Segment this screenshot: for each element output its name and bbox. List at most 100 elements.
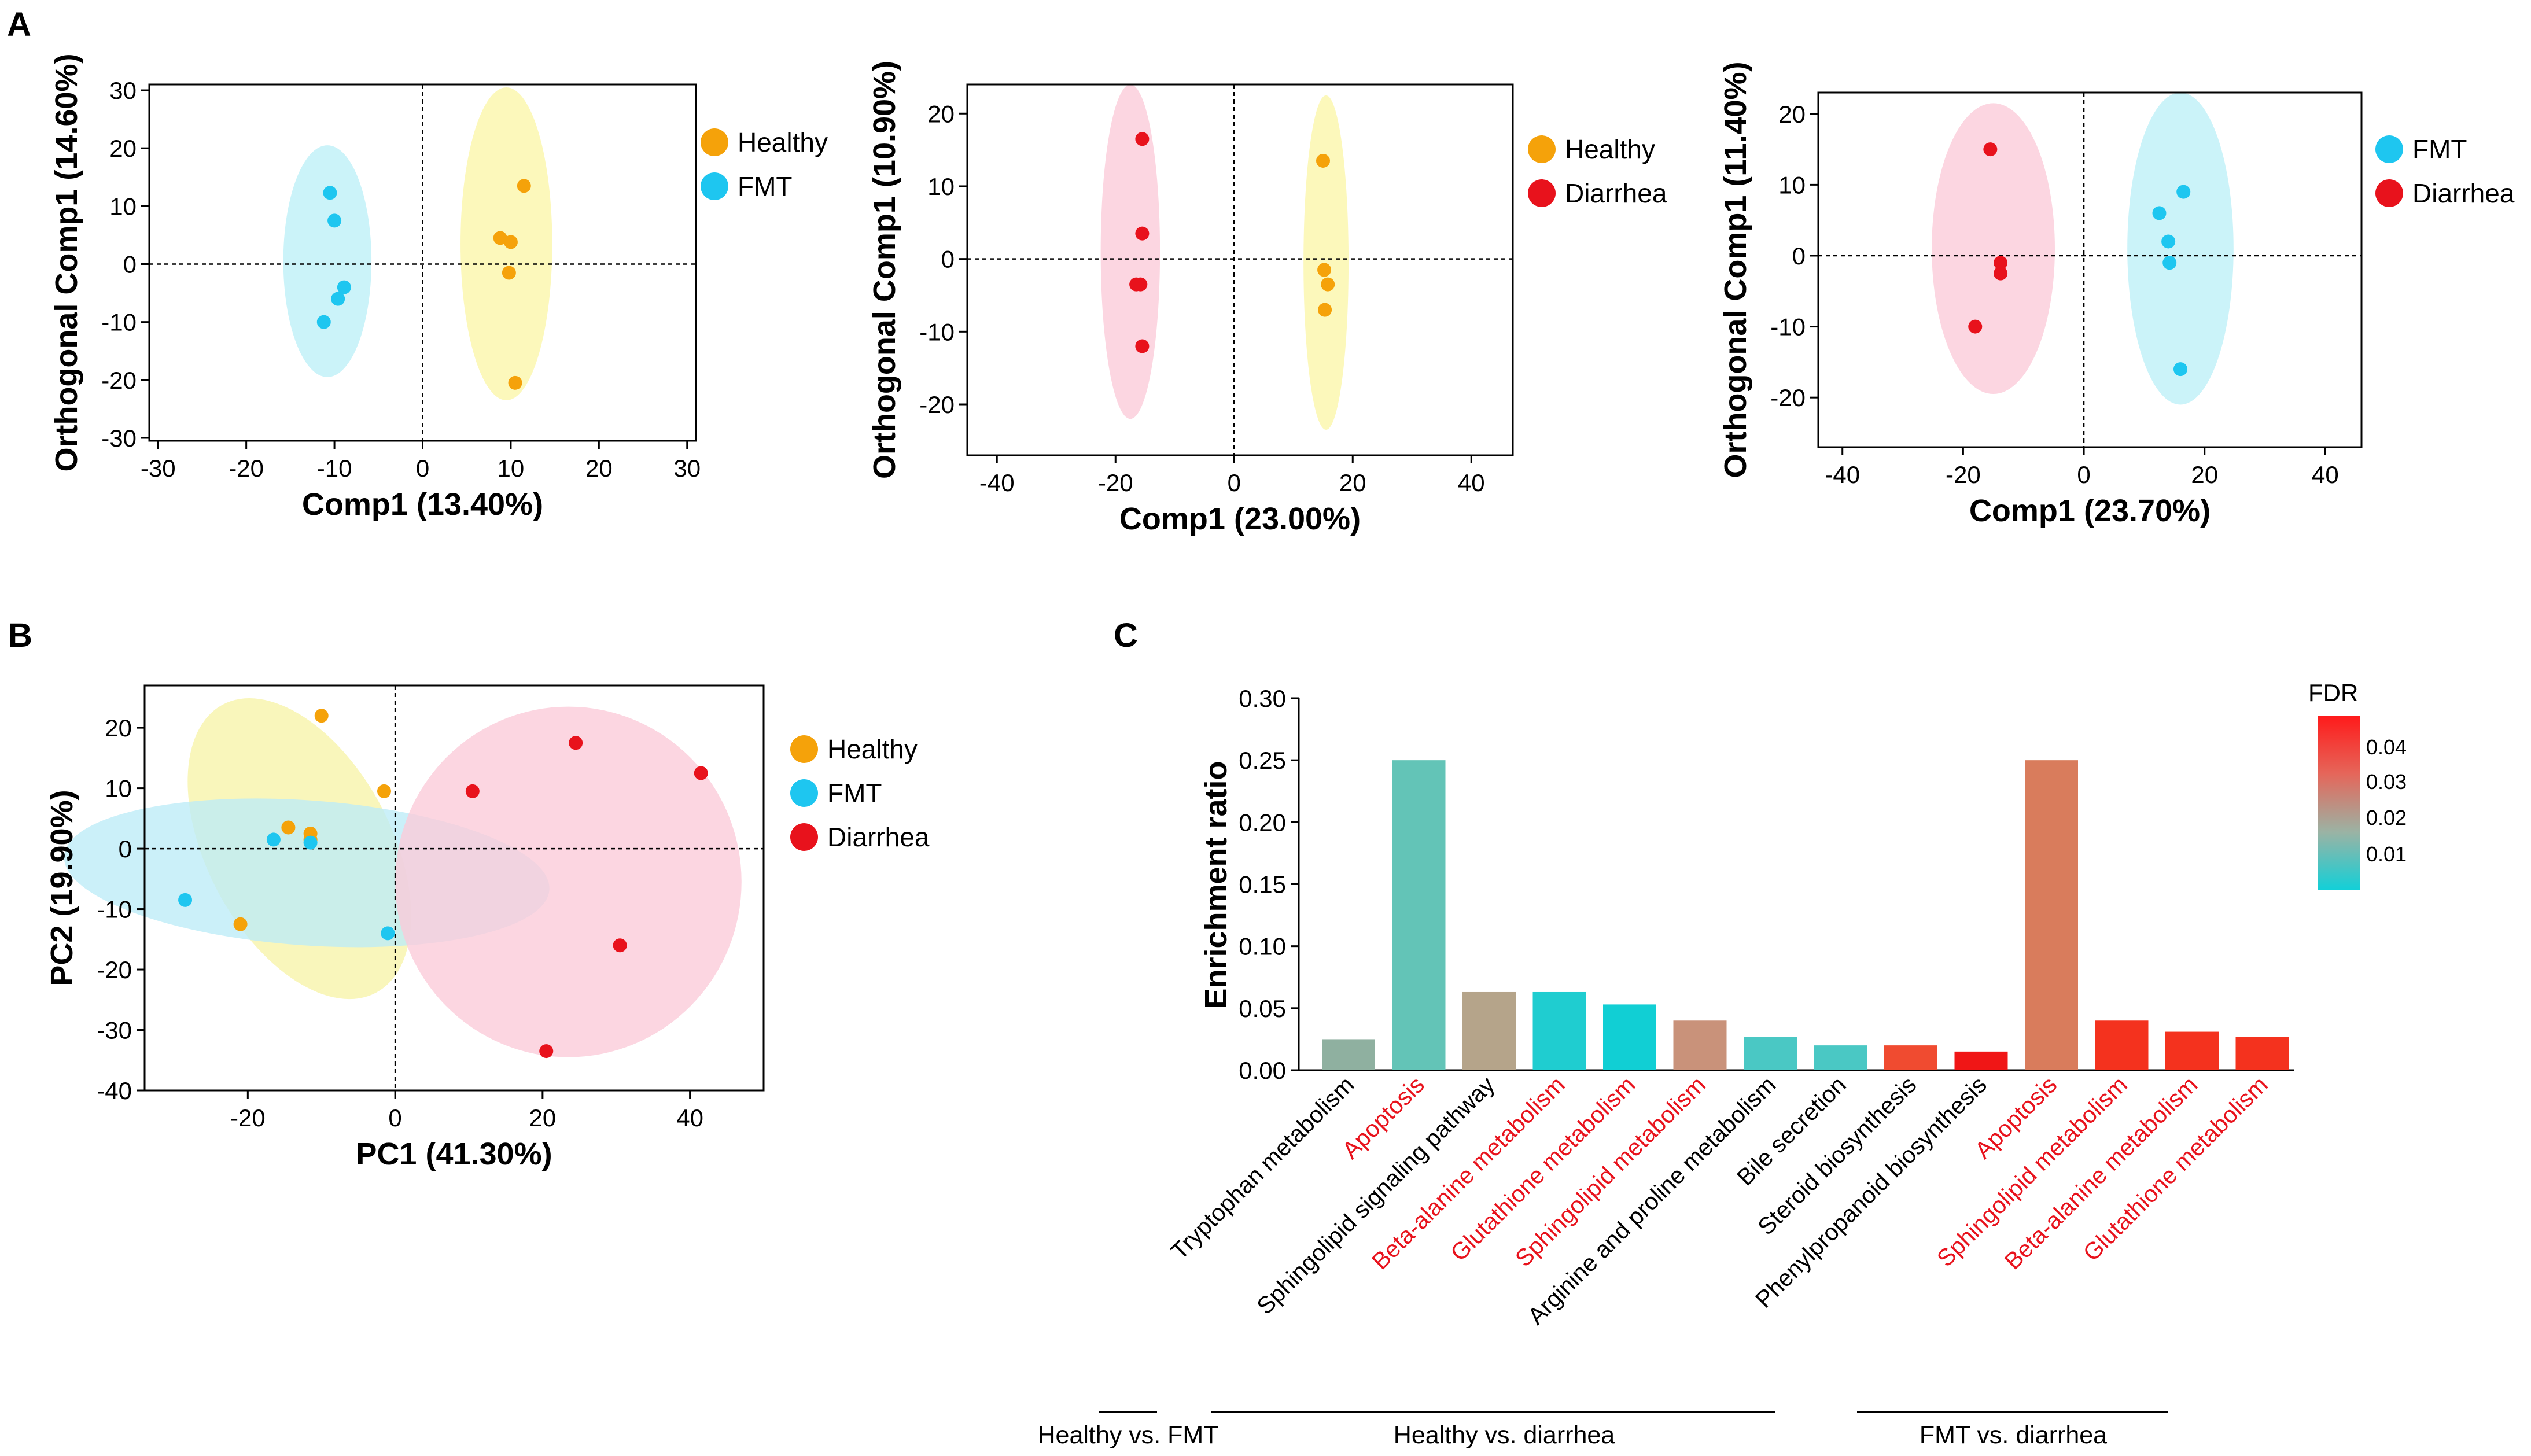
legend-label-healthy: Healthy	[1565, 134, 1655, 164]
panel-letter-c: C	[1114, 617, 1138, 654]
x-tick-label: 20	[529, 1104, 556, 1131]
data-point-healthy	[493, 231, 507, 245]
data-point-fmt	[316, 315, 331, 329]
legend-label-fmt: FMT	[2412, 134, 2467, 164]
x-axis-label: Comp1 (23.70%)	[1969, 493, 2211, 528]
data-point-healthy	[1317, 263, 1332, 277]
y-tick-label: 10	[109, 193, 137, 220]
data-point-fmt	[381, 926, 395, 941]
data-point-diarrhea	[1135, 226, 1150, 241]
legend-label-diarrhea: Diarrhea	[827, 822, 930, 852]
data-point-diarrhea	[1994, 266, 2008, 281]
y-tick-label: 0.20	[1239, 809, 1286, 836]
legend-marker-fmt	[701, 172, 728, 200]
legend-label-healthy: Healthy	[827, 734, 918, 764]
y-tick-label: -10	[97, 896, 132, 923]
group-label-fmt-vs-diarrhea: FMT vs. diarrhea	[1920, 1421, 2107, 1449]
bar-steroid-biosynthesis	[1884, 1045, 1937, 1070]
x-tick-label: 10	[498, 455, 525, 482]
data-point-fmt	[331, 292, 345, 306]
bar-sphingolipid-metabolism	[1673, 1020, 1727, 1070]
data-point-diarrhea	[694, 766, 708, 780]
bar-tryptophan-metabolism	[1322, 1039, 1375, 1070]
data-point-healthy	[233, 917, 248, 931]
legend-marker-diarrhea	[2375, 179, 2403, 207]
group-label-healthy-vs-fmt: Healthy vs. FMT	[1038, 1421, 1219, 1449]
data-point-fmt	[2161, 234, 2176, 249]
y-tick-label: 20	[927, 100, 955, 127]
bar-beta-alanine-metabolism	[1532, 991, 1586, 1070]
y-tick-label: 0.10	[1239, 933, 1286, 960]
category-label-arginine-and-proline-metabolism: Arginine and proline metabolism	[1523, 1071, 1781, 1330]
fdr-legend-title: FDR	[2308, 679, 2358, 706]
bar-apoptosis	[2025, 760, 2078, 1070]
y-tick-label: -30	[101, 425, 137, 452]
y-tick-label: 0.30	[1239, 685, 1286, 712]
legend-label-healthy: Healthy	[738, 127, 828, 157]
data-point-fmt	[337, 280, 351, 294]
legend-label-diarrhea: Diarrhea	[2412, 178, 2515, 208]
y-tick-label: -30	[97, 1017, 132, 1044]
plot-frame	[966, 83, 1514, 456]
confidence-ellipse-diarrhea	[395, 706, 742, 1057]
data-point-diarrhea	[465, 784, 480, 798]
x-axis-label: Comp1 (23.00%)	[1119, 502, 1361, 536]
bar-glutathione-metabolism	[2235, 1037, 2289, 1070]
data-point-healthy	[517, 179, 531, 193]
legend-marker-diarrhea	[1528, 179, 1556, 207]
y-tick-label: 0	[1792, 242, 1806, 270]
data-point-diarrhea	[1135, 339, 1150, 353]
y-tick-label: 30	[109, 77, 137, 104]
confidence-ellipse-diarrhea	[1932, 103, 2055, 395]
confidence-ellipse-fmt	[283, 145, 372, 377]
bar-arginine-and-proline-metabolism	[1744, 1037, 1797, 1070]
y-axis-label: Orthogonal Comp1 (10.90%)	[867, 61, 902, 479]
data-point-healthy	[1321, 277, 1335, 292]
data-point-healthy	[502, 266, 516, 280]
panel-letter-b: B	[8, 617, 32, 654]
x-tick-label: -30	[141, 455, 176, 482]
data-point-diarrhea	[1968, 319, 1983, 334]
data-point-fmt	[2176, 185, 2191, 199]
x-tick-label: -20	[1946, 461, 1981, 488]
legend-label-fmt: FMT	[827, 778, 882, 808]
data-point-fmt	[2152, 206, 2167, 220]
x-tick-label: 40	[676, 1104, 703, 1131]
x-tick-label: 30	[673, 455, 701, 482]
chart-opls-da-healthy-vs-diarrhea: -40 -20 0 20 40 -20 -10 0 10 20 Comp1 (23.00%) Orth…	[867, 61, 1667, 536]
data-point-diarrhea	[1133, 277, 1148, 292]
y-tick-label: 20	[109, 135, 137, 162]
y-tick-label: -10	[101, 309, 137, 336]
x-tick-label: 0	[416, 455, 429, 482]
bar-sphingolipid-metabolism	[2095, 1020, 2149, 1070]
data-point-fmt	[327, 213, 342, 228]
x-tick-label: -20	[1098, 469, 1133, 496]
y-tick-label: 0.15	[1239, 871, 1286, 898]
y-tick-label: 10	[105, 775, 132, 802]
data-point-diarrhea	[1135, 132, 1150, 146]
group-label-healthy-vs-diarrhea: Healthy vs. diarrhea	[1394, 1421, 1615, 1449]
data-point-healthy	[1316, 153, 1330, 168]
y-tick-label: 0.00	[1239, 1057, 1286, 1084]
chart-opls-da-fmt-vs-diarrhea: -40 -20 0 20 40 -20 -10 0 10 20 Comp1 (23.70%) Orth…	[1718, 61, 2515, 528]
data-point-fmt	[323, 186, 337, 200]
data-point-fmt	[178, 893, 193, 907]
data-point-fmt	[266, 832, 281, 847]
y-tick-label: 10	[927, 173, 955, 200]
panel-letter-a: A	[7, 6, 31, 43]
bar-phenylpropanoid-biosynthesis	[1954, 1051, 2008, 1070]
data-point-healthy	[1318, 303, 1332, 317]
x-tick-label: -40	[979, 469, 1015, 496]
x-tick-label: -20	[230, 1104, 266, 1131]
chart-enrichment-bars: 0.00 0.05 0.10 0.15 0.20 0.25 0.30 Enrichment r…	[1038, 679, 2407, 1449]
data-point-healthy	[503, 235, 518, 249]
y-tick-label: 0	[123, 251, 137, 278]
chart-opls-da-healthy-vs-fmt: -30 -20 -10 0 10 20 30 -30 -20 -10 0 10 20 30 Comp1 (1…	[49, 53, 828, 522]
bar-glutathione-metabolism	[1603, 1004, 1656, 1070]
plot-frame	[143, 684, 765, 1092]
x-tick-label: -20	[229, 455, 264, 482]
y-axis-label: Enrichment ratio	[1199, 761, 1233, 1009]
y-tick-label: -20	[919, 391, 955, 418]
data-point-diarrhea	[1983, 142, 1998, 157]
data-point-healthy	[314, 709, 329, 723]
